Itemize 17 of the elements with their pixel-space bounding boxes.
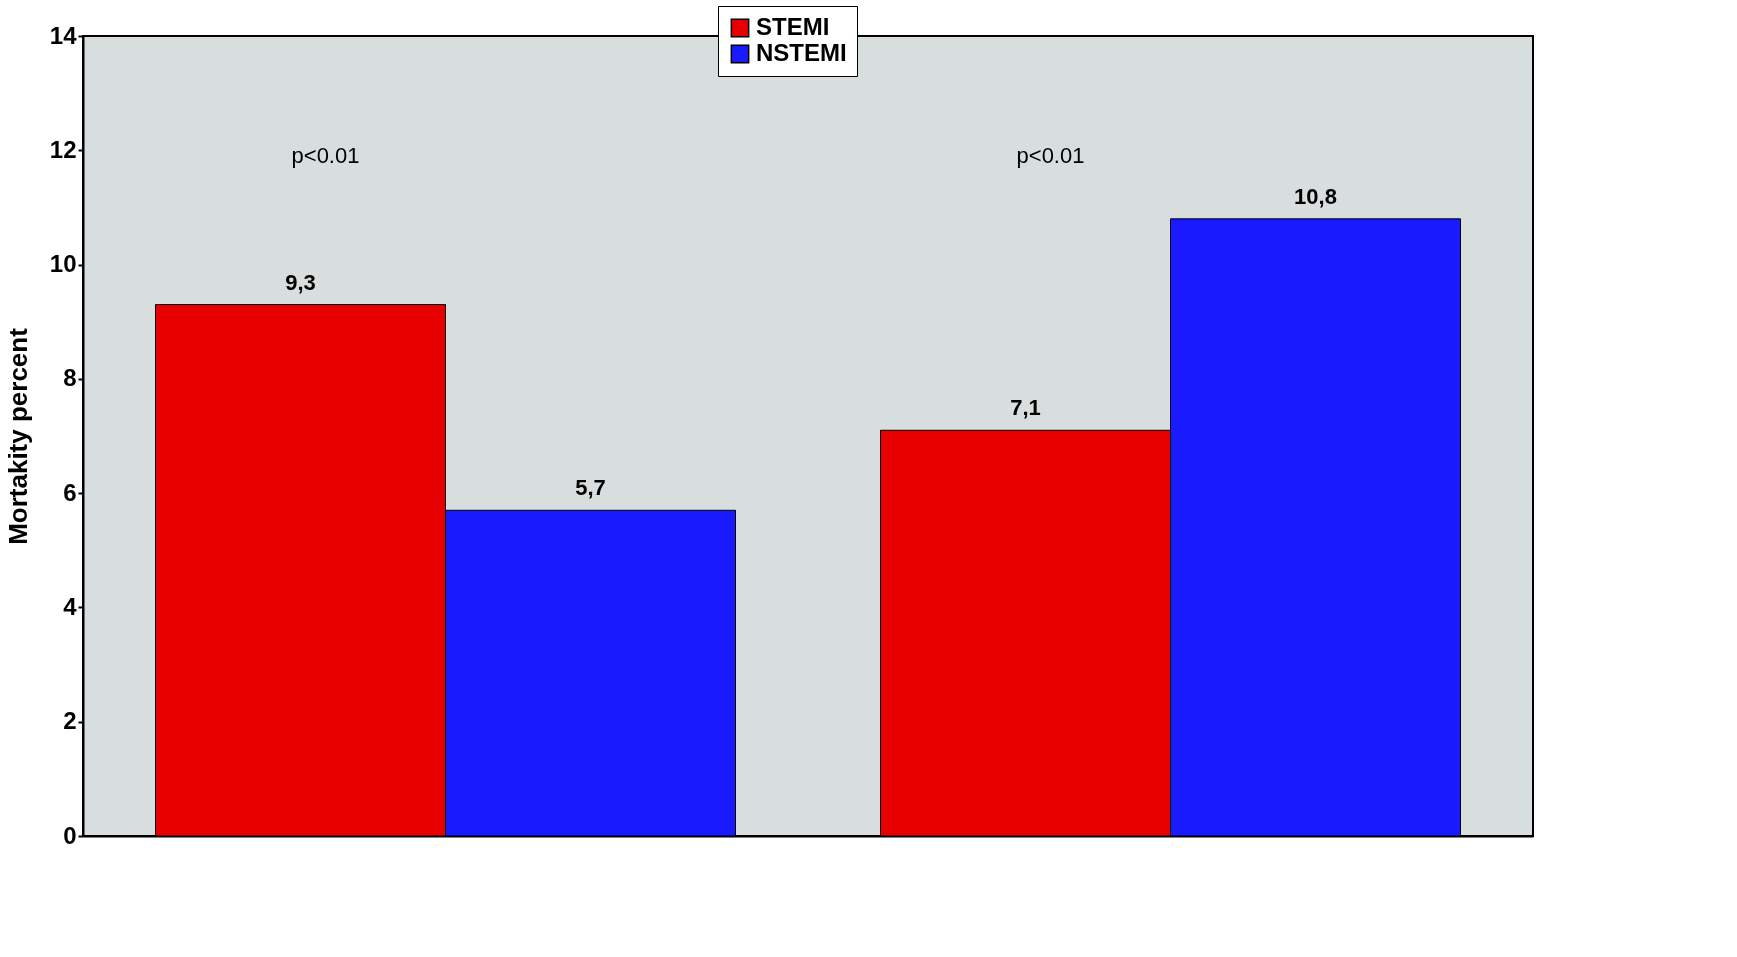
data-label: 7,1 bbox=[1010, 395, 1041, 421]
legend-label: STEMI bbox=[756, 13, 830, 40]
y-tick-label: 2 bbox=[63, 707, 77, 735]
y-tick-label: 14 bbox=[49, 21, 78, 49]
y-tick-label: 4 bbox=[63, 592, 78, 620]
annotation: p<0.01 bbox=[291, 143, 360, 168]
data-label: 10,8 bbox=[1294, 183, 1337, 209]
data-label: 5,7 bbox=[575, 475, 606, 501]
y-tick-label: 10 bbox=[49, 250, 77, 278]
y-tick-label: 12 bbox=[49, 135, 77, 163]
y-tick-label: 8 bbox=[63, 364, 77, 392]
data-label: 9,3 bbox=[285, 269, 316, 295]
annotation: p<0.01 bbox=[1016, 143, 1085, 168]
y-axis-title: Mortakity percent bbox=[2, 327, 33, 545]
y-tick-label: 6 bbox=[63, 478, 77, 506]
legend-label: NSTEMI bbox=[756, 39, 847, 66]
y-tick-label: 0 bbox=[63, 821, 77, 849]
